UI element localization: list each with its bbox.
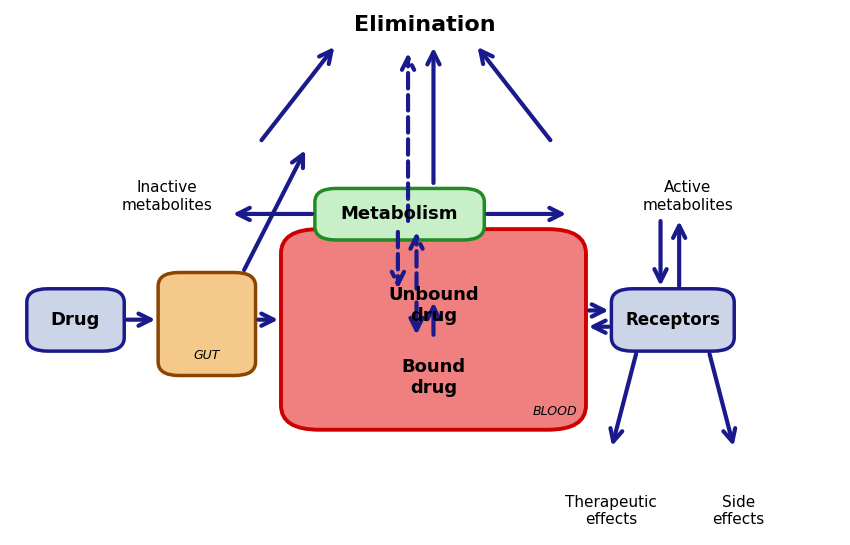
FancyArrowPatch shape [244, 154, 303, 270]
FancyArrowPatch shape [127, 313, 150, 326]
FancyArrowPatch shape [654, 221, 666, 281]
Text: Receptors: Receptors [626, 311, 720, 329]
FancyArrowPatch shape [402, 58, 414, 221]
FancyArrowPatch shape [428, 307, 439, 335]
FancyBboxPatch shape [314, 189, 484, 240]
FancyArrowPatch shape [238, 208, 312, 220]
FancyArrowPatch shape [710, 354, 735, 441]
Text: Side
effects: Side effects [712, 495, 765, 527]
Text: BLOOD: BLOOD [532, 405, 577, 417]
Text: Unbound
drug: Unbound drug [388, 286, 479, 325]
FancyBboxPatch shape [158, 272, 256, 376]
FancyArrowPatch shape [262, 51, 332, 140]
Text: Inactive
metabolites: Inactive metabolites [122, 180, 212, 213]
FancyArrowPatch shape [411, 302, 422, 330]
Text: Therapeutic
effects: Therapeutic effects [565, 495, 657, 527]
FancyArrowPatch shape [258, 313, 274, 326]
FancyArrowPatch shape [392, 232, 404, 284]
FancyArrowPatch shape [487, 208, 562, 220]
Text: Drug: Drug [51, 311, 100, 329]
FancyArrowPatch shape [411, 237, 422, 289]
FancyArrowPatch shape [428, 52, 439, 183]
Text: Active
metabolites: Active metabolites [643, 180, 733, 213]
Text: GUT: GUT [194, 349, 220, 362]
FancyBboxPatch shape [27, 289, 124, 351]
FancyArrowPatch shape [589, 304, 604, 317]
FancyArrowPatch shape [610, 354, 636, 441]
FancyArrowPatch shape [673, 226, 685, 286]
FancyArrowPatch shape [480, 51, 550, 140]
FancyBboxPatch shape [611, 289, 734, 351]
FancyBboxPatch shape [281, 229, 586, 430]
Text: Bound
drug: Bound drug [401, 358, 466, 397]
Text: Elimination: Elimination [354, 15, 496, 35]
FancyArrowPatch shape [593, 320, 609, 333]
Text: Metabolism: Metabolism [341, 205, 458, 223]
